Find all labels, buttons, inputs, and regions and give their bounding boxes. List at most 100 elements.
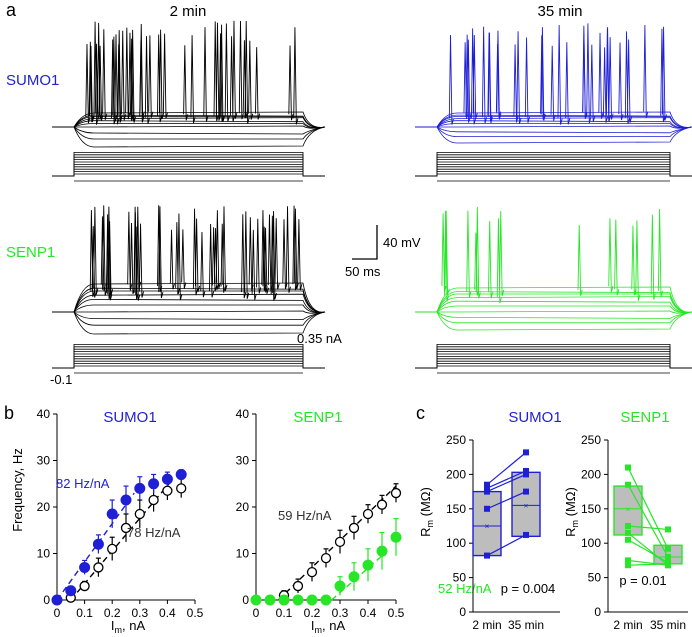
spike [565,42,571,125]
spike [466,210,472,298]
spike [540,27,546,121]
box-mean-marker: × [524,501,529,510]
subthreshold-trace [52,126,326,140]
y-tick-label: 20 [236,500,250,514]
spike [181,229,187,289]
spike [624,31,630,125]
panel-label-a: a [6,0,17,20]
spike [117,30,123,122]
spike [256,218,262,294]
data-point-35min [65,585,77,597]
point-2min [625,529,631,536]
spike [192,208,198,296]
subthreshold-trace [52,310,326,314]
spike [232,20,238,119]
data-point-35min [348,571,360,583]
step-max-label: 0.35 nA [297,331,342,346]
y-tick-label: 30 [37,454,51,468]
data-point-2min [93,562,104,573]
step-min-label: -0.1 [50,372,72,387]
data-point-35min [362,559,374,571]
scale-bar-voltage-label: 40 mV [383,235,421,250]
subthreshold-trace [415,126,692,137]
current-step [415,152,692,177]
x-tick-label: 0.2 [304,606,321,620]
point-2min [625,557,631,564]
data-point-35min [306,594,318,606]
step-protocol-bottom-left [52,344,325,374]
y-tick-label: 150 [581,502,601,516]
data-point-35min [390,531,402,543]
spike [102,29,108,120]
spike [157,34,163,123]
spike [107,221,114,296]
subthreshold-trace [415,311,692,324]
x-tick-label: 0 [54,606,61,620]
spike [524,37,530,123]
data-point-35min [106,508,118,520]
chart-b1-slope-35min: 82 Hz/nA [56,476,110,491]
spike [577,224,583,296]
spike [274,218,280,290]
spike [487,32,493,122]
point-35min [523,449,529,456]
spike [127,211,133,291]
y-tick-label: 200 [581,467,601,481]
spike [550,45,556,121]
spike [495,43,501,118]
spike [215,210,221,289]
spike [661,26,667,121]
data-point-35min [278,594,290,606]
subthreshold-trace [52,125,326,129]
data-point-2min [306,566,318,578]
spike [194,218,201,293]
subthreshold-trace [415,296,692,313]
data-point-2min [320,553,332,564]
data-point-35min [376,545,388,557]
category-label: 2 min [472,618,501,632]
spike [466,39,472,120]
subthreshold-trace [415,125,692,129]
spike [89,45,95,123]
y-tick-label: 50 [453,571,467,585]
column-title-2min: 2 min [170,3,207,20]
spike [271,211,277,300]
y-tick-label: 20 [37,500,51,514]
point-35min [523,471,529,478]
chart-c2-pvalue: p = 0.01 [619,573,666,588]
spike [89,210,95,298]
chart-b2-title: SENP1 [293,409,342,426]
spike [158,29,165,120]
subthreshold-trace [52,311,326,321]
spike [586,23,592,124]
spike [248,217,254,291]
current-step [52,154,325,177]
step-protocol-top-left [52,152,325,182]
x-tick-label: 0.1 [76,606,93,620]
spike [220,223,226,293]
point-35min [523,488,529,495]
subthreshold-trace [52,126,326,148]
data-point-35min [120,494,132,506]
spike [248,40,254,120]
paired-line [486,470,527,489]
paired-line [627,467,669,549]
spike [292,205,298,291]
spike [605,28,611,123]
data-point-35min [51,594,63,606]
current-step [52,152,325,177]
chart-c2-title: SENP1 [620,409,669,426]
box-mean-marker: × [485,522,490,531]
spike [114,34,120,125]
spike [475,206,481,299]
spike [635,220,641,301]
subthreshold-trace [415,311,692,331]
paired-line [627,484,669,558]
y-tick-label: 0 [594,605,601,619]
spike [224,23,230,122]
spike [499,211,505,297]
data-point-2min [134,508,145,520]
spike [513,44,519,123]
data-point-35min [148,478,160,490]
panel-label-b: b [4,403,14,423]
